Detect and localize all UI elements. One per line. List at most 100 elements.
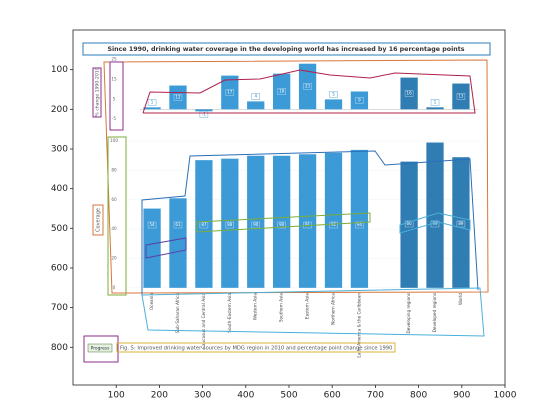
value-label-box (303, 83, 312, 90)
category-label: World (458, 293, 463, 305)
axis-label-box (92, 204, 104, 236)
y-tick-label: -5 (112, 116, 117, 121)
category-label: Eastern Asia (305, 293, 310, 319)
y-tick-label: 25 (111, 57, 117, 62)
bar (221, 158, 239, 288)
x-tick-label: 400 (237, 391, 254, 401)
y-tick-label: 0 (113, 285, 116, 290)
bar (143, 208, 161, 288)
tick-box (109, 61, 124, 131)
value-label: 12 (175, 94, 181, 99)
button-label: Progress (91, 346, 110, 352)
bar (400, 161, 418, 288)
value-labels-box (145, 237, 187, 259)
y-tick-label: 400 (51, 184, 68, 194)
value-label: 1 (434, 99, 437, 104)
bar (452, 83, 470, 110)
value-label-box (404, 220, 414, 228)
title-box (82, 42, 491, 56)
value-label: 9 (358, 97, 361, 102)
category-label: Western Asia (253, 293, 258, 321)
y-tick-label: 100 (51, 65, 68, 75)
value-label-box (456, 93, 466, 100)
value-labels-box (399, 212, 471, 234)
value-label: 99 (432, 221, 438, 226)
annotations (82, 42, 491, 363)
category-label: Developed regions (432, 293, 437, 332)
value-label-box (251, 221, 260, 229)
y-tick-label: 5 (113, 96, 116, 101)
x-tick-label: 300 (194, 391, 211, 401)
chart-box (103, 59, 489, 294)
x-tick-label: 1000 (494, 391, 517, 401)
bar (324, 99, 343, 110)
x-tick-label: 100 (108, 391, 125, 401)
value-label: 90 (279, 222, 285, 227)
y-tick-label: 200 (51, 105, 68, 115)
value-label: 90 (253, 222, 259, 227)
y-tick-label: 80 (111, 167, 117, 172)
y-tick-label: 20 (111, 255, 117, 260)
value-label-box (251, 93, 260, 100)
x-tick-label: 700 (367, 391, 384, 401)
y-tick-label: 300 (51, 144, 68, 154)
x-tick-label: 800 (410, 391, 427, 401)
y-tick-label: 40 (111, 226, 117, 231)
category-label: Northern Africa (330, 293, 335, 325)
value-label-box (430, 99, 440, 106)
bar (426, 107, 444, 110)
category-label: Southern Asia (279, 293, 284, 323)
value-label: 89 (458, 221, 464, 226)
value-label: -1 (202, 111, 206, 116)
value-labels-box (196, 212, 371, 233)
value-label: 23 (305, 84, 311, 89)
value-label-box (277, 221, 286, 229)
value-label: 5 (332, 91, 335, 96)
top-bars-region (142, 69, 476, 114)
caption-box (116, 342, 396, 353)
bottom-bars-region (141, 150, 479, 295)
value-label: 16 (407, 90, 413, 95)
bar (247, 101, 265, 110)
button-region (83, 335, 119, 363)
value-label-box (277, 88, 286, 95)
bar (350, 91, 369, 110)
y-tick-label: 60 (111, 197, 117, 202)
bar (426, 142, 444, 288)
embedded-chart: Since 1990, drinking water coverage in t… (87, 46, 478, 358)
value-label: 54 (150, 222, 156, 227)
value-label: 4 (254, 93, 257, 98)
value-label: 1 (151, 99, 154, 104)
value-label-box (355, 97, 364, 104)
bar (221, 75, 239, 110)
value-label: 18 (279, 88, 285, 93)
bar (350, 149, 369, 288)
value-label: 94 (357, 222, 363, 227)
axis-label: Coverage (96, 208, 102, 232)
value-label: 91 (305, 222, 311, 227)
bar (143, 107, 161, 110)
value-label: 87 (201, 222, 207, 227)
labels-region (141, 287, 485, 337)
category-label: Latin America & the Caribbean (356, 293, 361, 358)
value-label: 86 (407, 221, 413, 226)
y-tick-label: 700 (51, 303, 68, 313)
category-label: Oceania (149, 293, 154, 311)
value-label: 13 (458, 93, 464, 98)
y-tick-label: 15 (111, 77, 117, 82)
caption: Fig. 5: Improved drinking water sources … (120, 346, 392, 352)
bar (247, 155, 265, 288)
value-label-box (173, 94, 183, 101)
label-box (92, 67, 102, 118)
bar (324, 152, 343, 288)
y-tick-label: 800 (51, 343, 68, 353)
value-label-box (355, 221, 364, 229)
bar (273, 155, 291, 288)
category-label: South-Eastern Asia (227, 293, 232, 333)
value-label-box (199, 111, 209, 118)
bar (195, 109, 213, 112)
bar (169, 198, 187, 288)
bar (400, 77, 418, 110)
value-label-box (404, 90, 414, 97)
